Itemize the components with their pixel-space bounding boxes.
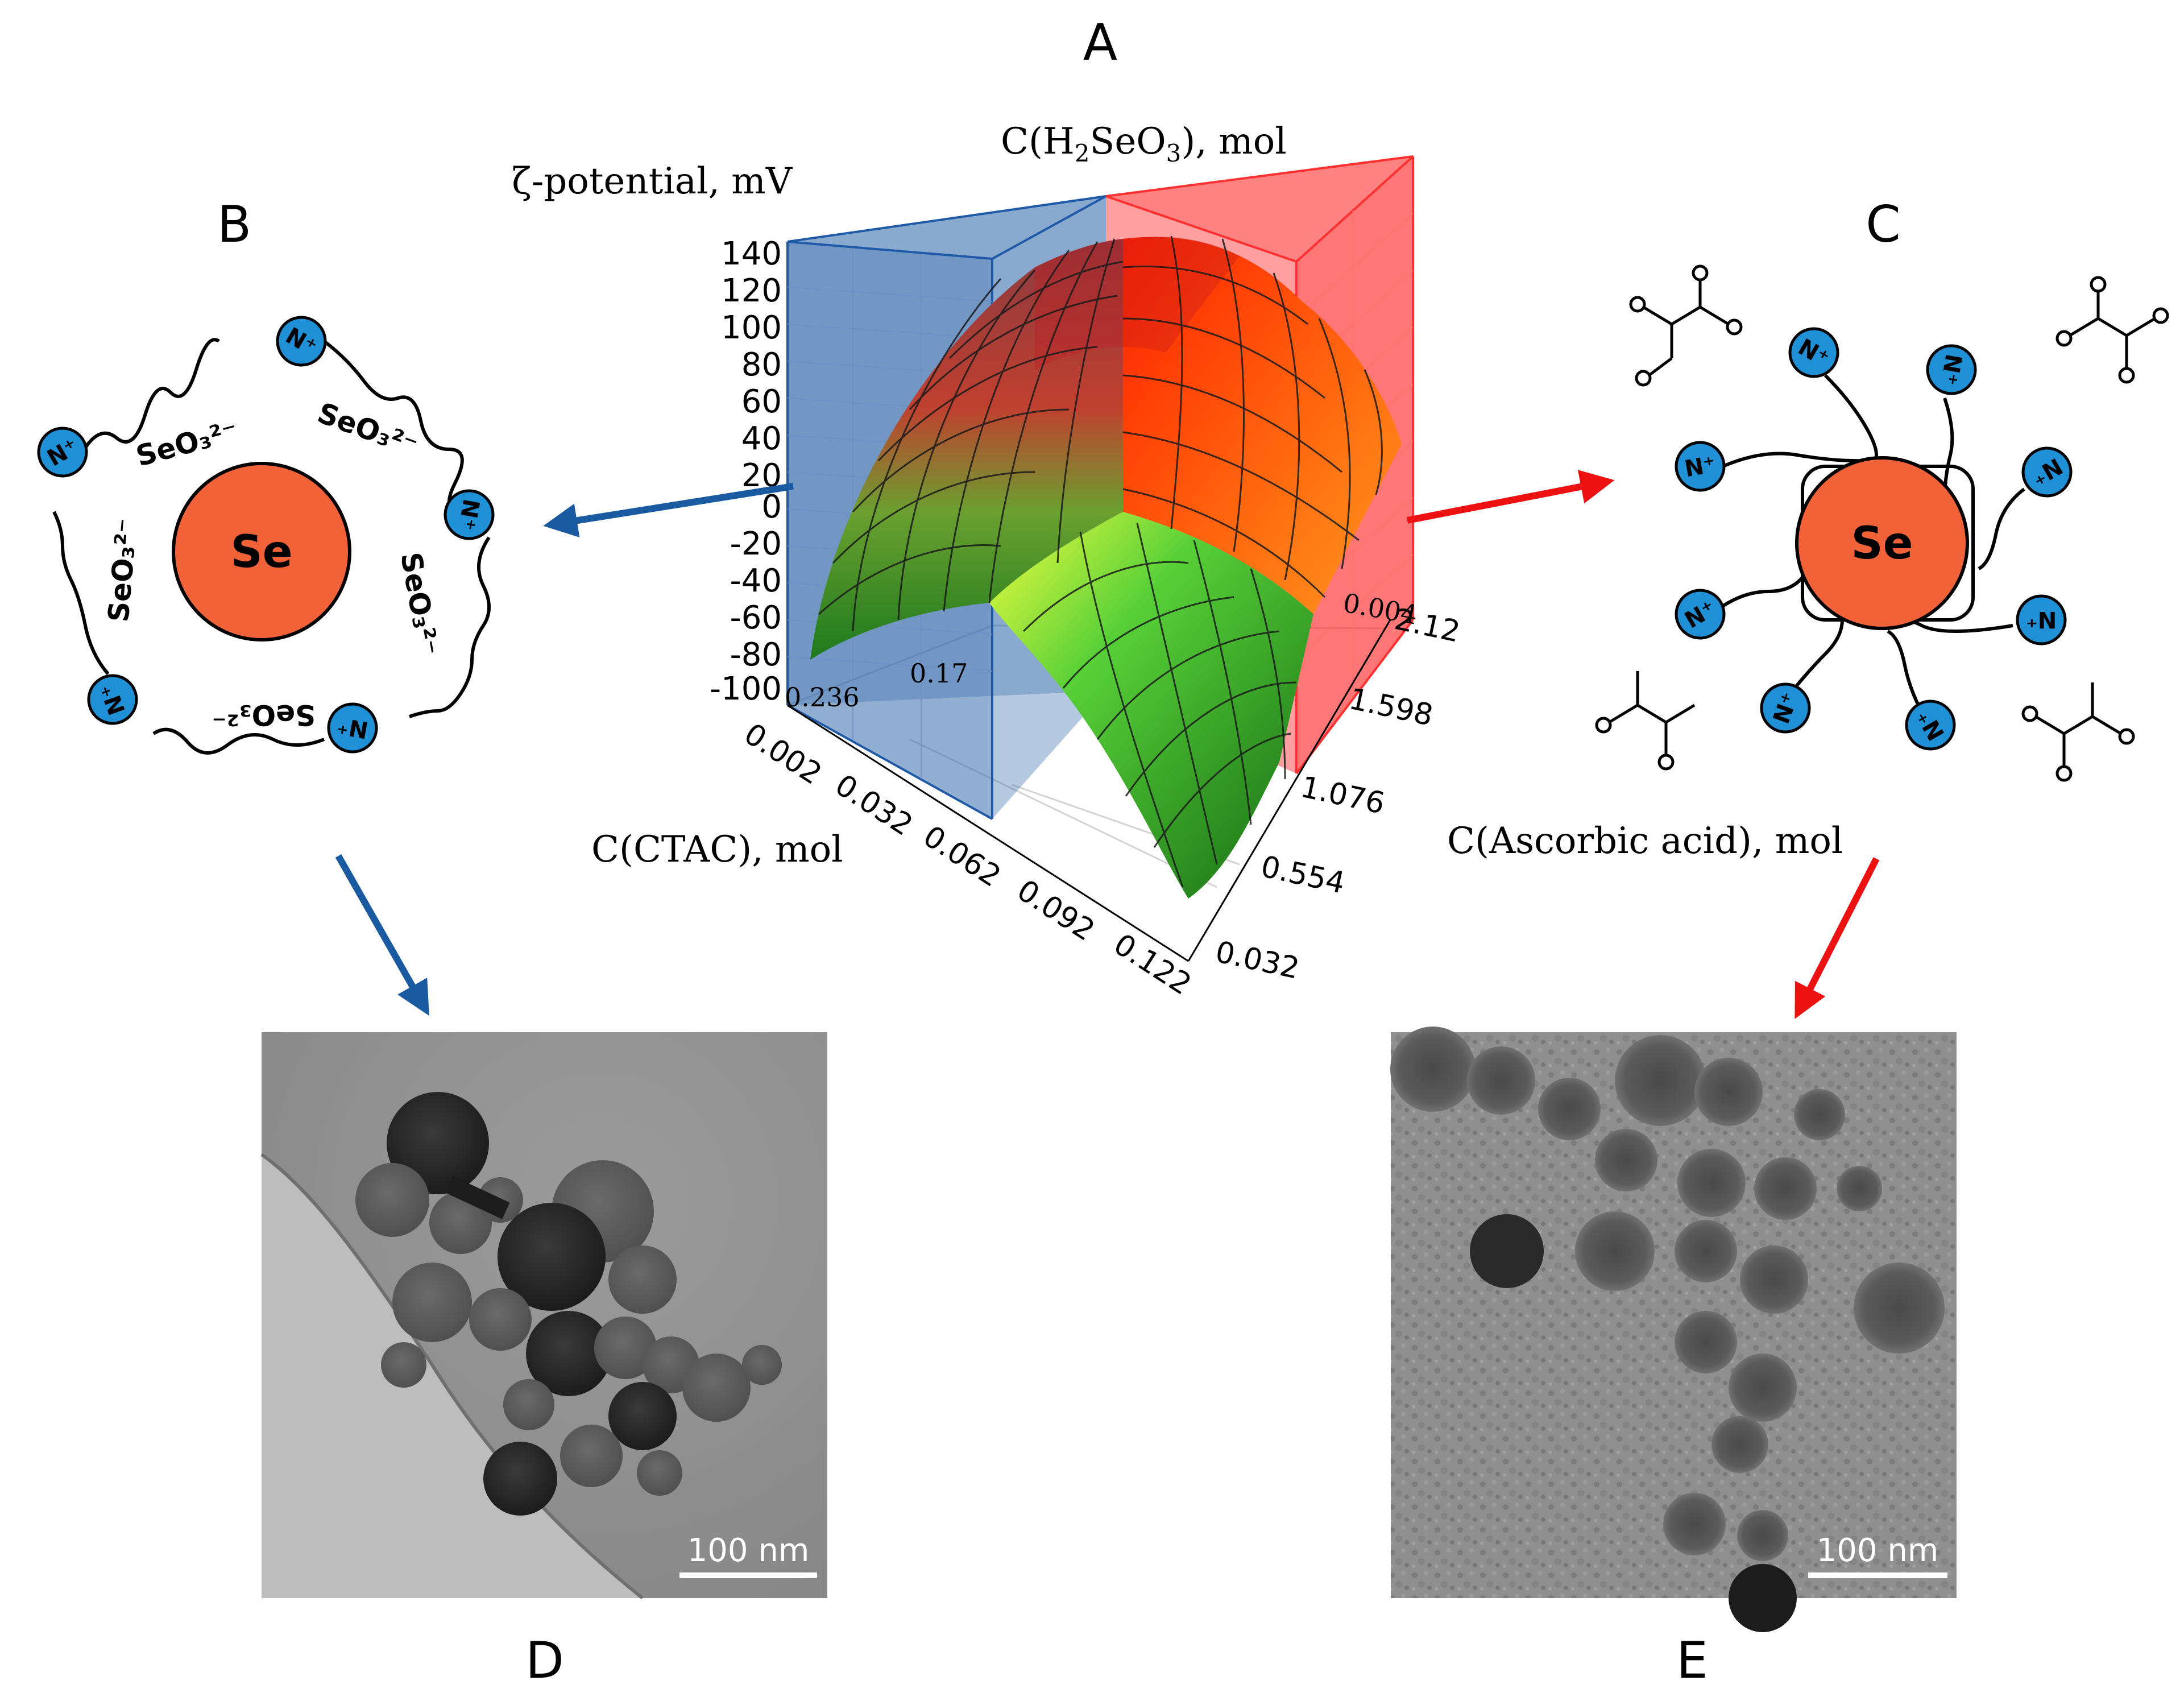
svg-text:N⁺: N⁺: [453, 497, 484, 532]
y-axis-label: C(Ascorbic acid), mol: [1447, 820, 1843, 862]
arrow-c-to-e: [1795, 857, 1880, 1019]
z-tick: -100: [710, 671, 782, 707]
se-core-label: Se: [230, 527, 292, 578]
molecule-sketches: [1595, 264, 2169, 782]
micrograph-e: 100 nm: [1390, 1027, 1957, 1632]
x-tick: 0.062: [917, 820, 1007, 894]
n-bead: N⁺: [327, 702, 378, 754]
hidden-tick-label: 0.236: [785, 682, 860, 713]
svg-text:N⁺: N⁺: [2026, 606, 2057, 632]
z-tick: -40: [730, 562, 782, 599]
z-axis-ticks: 140 120 100 80 60 40 20 0 -20 -40 -60 -8…: [710, 235, 782, 707]
n-beads-c: N⁺ N⁺ N⁺ N⁺ N⁺ N⁺: [1675, 327, 2073, 751]
molecule: [2055, 276, 2169, 384]
se-core-label: Se: [1851, 518, 1913, 569]
carbon-film-edge: [262, 1154, 643, 1598]
z-tick: -80: [730, 636, 782, 673]
y-tick: 1.598: [1346, 682, 1436, 733]
x-tick: 0.002: [738, 717, 828, 792]
n-bead: N⁺: [1905, 700, 1956, 751]
svg-text:N⁺: N⁺: [1936, 352, 1967, 387]
z-tick: 120: [721, 272, 782, 309]
arrow-b-to-d: [335, 854, 429, 1016]
anion-label: SeO₃²⁻: [394, 550, 445, 658]
y-tick: 1.076: [1298, 770, 1387, 821]
z-axis-label: ζ-potential, mV: [512, 160, 793, 202]
panel-letter-d: D: [525, 1631, 564, 1690]
scale-label-e: 100 nm: [1817, 1532, 1939, 1569]
se-core-b: [172, 462, 351, 642]
n-beads-b: N⁺ N⁺ N⁺ N⁺ N⁺: [37, 316, 495, 754]
anion-label: SeO₃²⁻: [212, 698, 316, 731]
panel-letter-c: C: [1866, 195, 1900, 254]
molecule: [2021, 682, 2135, 782]
n-bead: N⁺: [444, 489, 495, 540]
n-bead: N⁺: [1760, 682, 1811, 734]
panel-letter-e: E: [1676, 1631, 1708, 1690]
z-tick: 140: [721, 235, 782, 272]
panel-letter-a: A: [1083, 13, 1117, 72]
arrow-a-to-b: [543, 483, 794, 537]
n-bead: N⁺: [2016, 594, 2067, 645]
z-tick: 60: [741, 383, 782, 420]
n-bead: N⁺: [2021, 446, 2073, 498]
se-core-c: [1795, 456, 1969, 630]
z-tick: -20: [730, 525, 782, 562]
z-tick: -60: [730, 599, 782, 636]
svg-text:N⁺: N⁺: [1682, 452, 1718, 483]
x-tick: 0.092: [1011, 874, 1101, 948]
arrows: [335, 470, 1880, 1019]
n-bead: N⁺: [37, 427, 88, 478]
surface-chart: 140 120 100 80 60 40 20 0 -20 -40 -60 -8…: [512, 121, 1843, 1002]
svg-text:N⁺: N⁺: [335, 712, 370, 743]
arrow-a-to-c: [1406, 470, 1615, 524]
surface-mesh: [810, 235, 1402, 899]
n-bead: N⁺: [1675, 589, 1726, 640]
anion-label: SeO₃²⁻: [132, 414, 241, 473]
chart-axes: [787, 619, 1391, 962]
scheme-b: Se N⁺ N⁺ N⁺ N⁺ N⁺ SeO₃²⁻: [37, 316, 495, 755]
n-bead: N⁺: [1788, 327, 1839, 378]
anion-label: SeO₃²⁻: [313, 396, 422, 463]
micrograph-d: 100 nm: [260, 1032, 827, 1600]
z-tick: 80: [741, 346, 782, 383]
nanoparticles-e: [1390, 1027, 1945, 1632]
n-bead: N⁺: [87, 674, 138, 725]
panel-letter-b: B: [217, 195, 251, 254]
nanoparticles-d: [355, 1092, 782, 1516]
y-tick: 2.12: [1391, 602, 1463, 649]
scheme-c: Se N⁺ N⁺ N⁺ N⁺ N⁺: [1595, 264, 2169, 782]
z-tick: 100: [721, 309, 782, 346]
n-bead: N⁺: [1926, 344, 1977, 395]
top-axis-label: C(H2SeO3), mol: [1001, 121, 1287, 167]
anion-label: SeO₃²⁻: [102, 517, 144, 623]
hidden-tick-label: 0.17: [910, 658, 968, 689]
molecule: [1595, 671, 1696, 771]
z-tick: 0: [761, 489, 782, 525]
y-tick: 0.554: [1258, 850, 1348, 901]
molecule: [1629, 264, 1743, 387]
wavy-chains-b: [52, 338, 491, 755]
z-tick: 40: [741, 420, 782, 457]
x-axis-label: C(CTAC), mol: [591, 829, 843, 871]
n-bead: N⁺: [276, 316, 327, 367]
y-tick: 0.032: [1212, 935, 1302, 986]
scale-label-d: 100 nm: [687, 1532, 810, 1569]
n-bead: N⁺: [1675, 441, 1726, 492]
